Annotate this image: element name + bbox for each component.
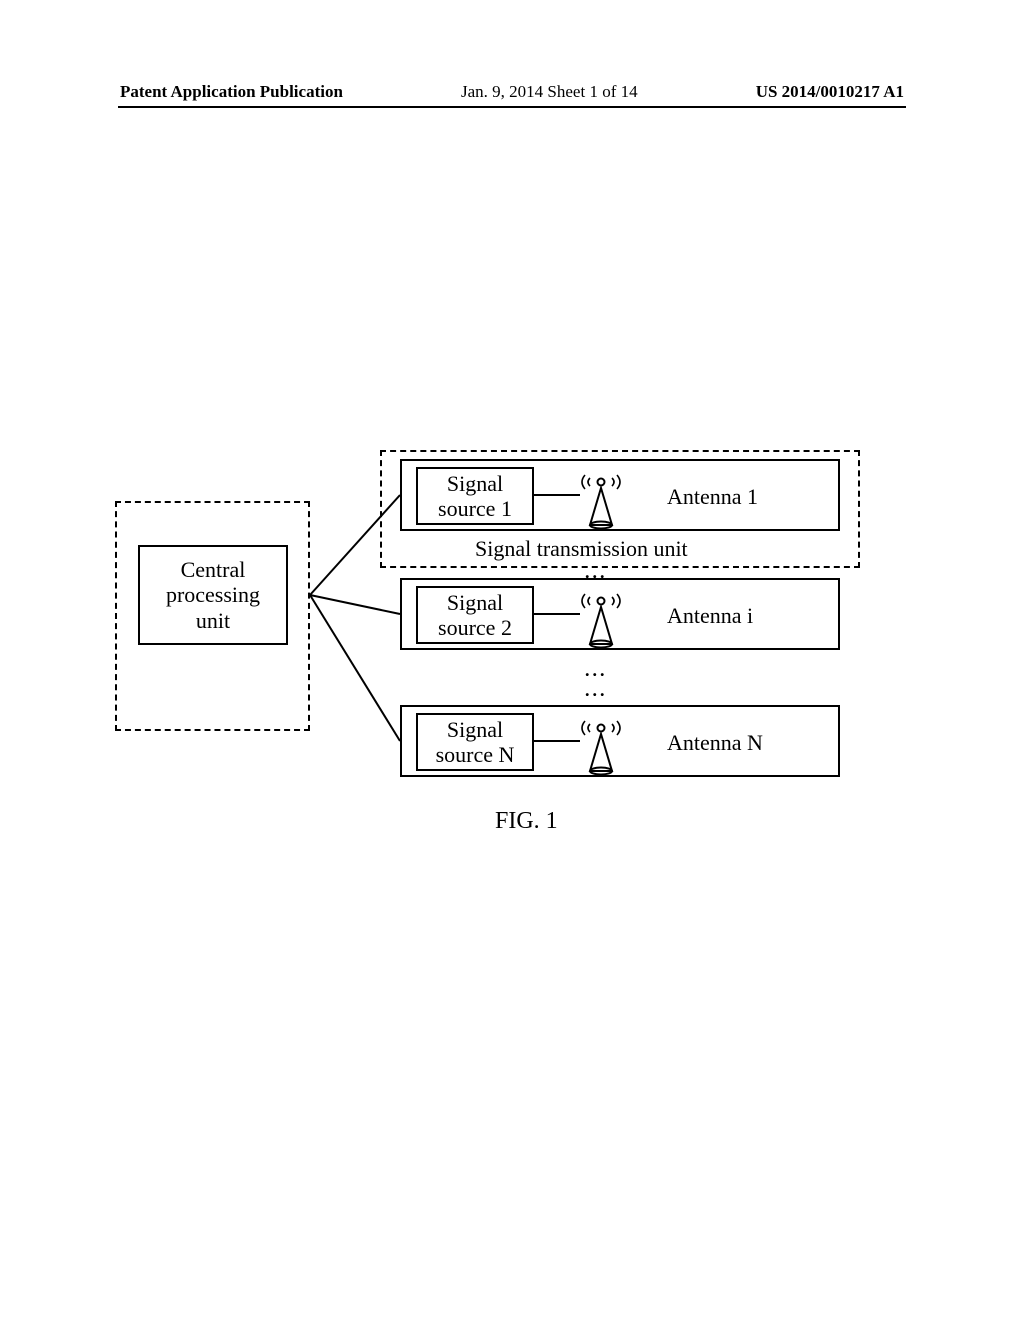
figure-label: FIG. 1 <box>495 808 558 835</box>
antenna-n-label: Antenna N <box>667 730 763 756</box>
signal-source-1-box: Signal source 1 <box>416 467 534 525</box>
signal-source-1-label: Signal source 1 <box>438 471 512 522</box>
ellipsis-2a: ... <box>585 660 608 681</box>
cpu-box: Central processing unit <box>138 545 288 645</box>
signal-source-n-box: Signal source N <box>416 713 534 771</box>
signal-row-n: Signal source N Antenna N <box>400 705 840 777</box>
signal-row-1: Signal source 1 Antenna 1 <box>400 459 840 531</box>
ellipsis-2b: ... <box>585 680 608 701</box>
signal-source-2-box: Signal source 2 <box>416 586 534 644</box>
antenna-1-label: Antenna 1 <box>667 484 758 510</box>
signal-source-2-label: Signal source 2 <box>438 590 512 641</box>
figure-1-diagram: Central processing unit Signal source 1 … <box>0 0 1024 1320</box>
signal-transmission-unit-caption: Signal transmission unit <box>475 536 688 562</box>
antenna-i-label: Antenna i <box>667 603 753 629</box>
cpu-label: Central processing unit <box>166 557 260 633</box>
signal-source-n-label: Signal source N <box>436 717 515 768</box>
signal-row-2: Signal source 2 Antenna i <box>400 578 840 650</box>
